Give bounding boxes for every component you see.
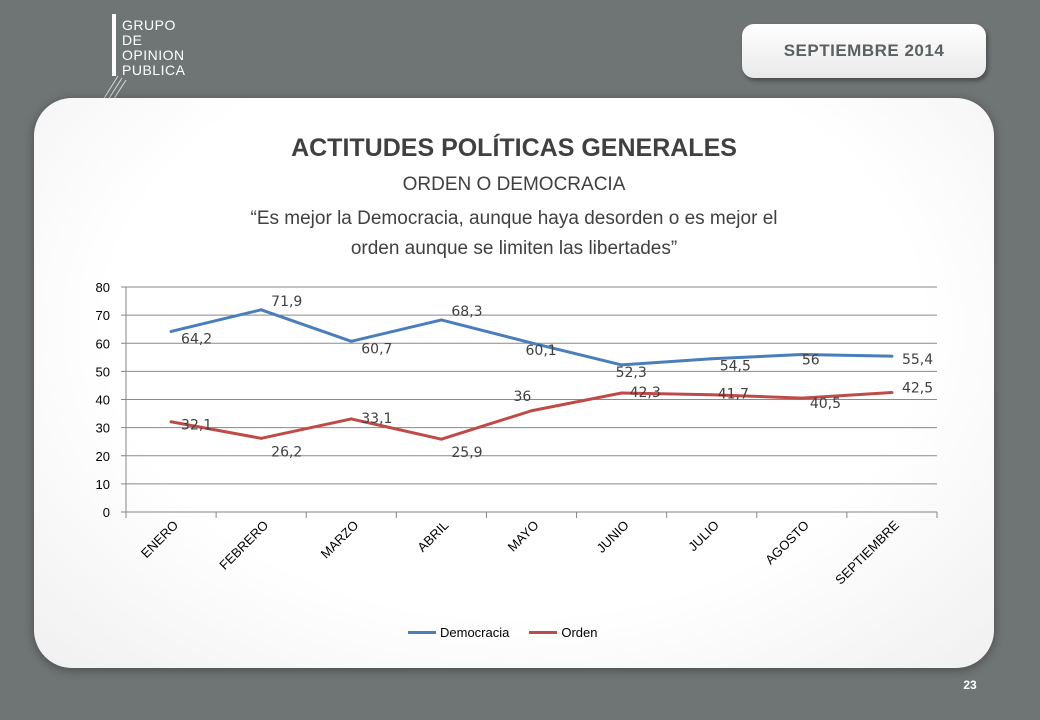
data-point [439, 437, 443, 441]
chart-title: ACTITUDES POLÍTICAS GENERALES [291, 134, 737, 162]
logo-line-1: GRUPO [122, 17, 176, 33]
legend-item-democracia: Democracia [408, 625, 509, 640]
data-label: 26,2 [271, 444, 302, 460]
data-label: 40,5 [810, 396, 841, 412]
legend-swatch-orden [529, 630, 558, 634]
data-point [530, 341, 533, 345]
logo-line-2: DE [122, 32, 143, 48]
x-tick-label: ABRIL [414, 518, 451, 555]
legend-swatch-democracia [408, 630, 436, 634]
data-point [620, 391, 624, 395]
question-line-2: orden aunque se limiten las libertades” [350, 238, 678, 259]
legend-label-orden: Orden [561, 624, 598, 640]
data-label: 64,2 [181, 331, 212, 347]
data-label: 25,9 [451, 445, 482, 461]
data-point [349, 417, 353, 421]
data-label: 54,5 [720, 359, 751, 375]
x-tick-label: JUNIO [594, 518, 632, 556]
y-tick-label: 70 [96, 308, 110, 323]
x-tick-label: ENERO [138, 518, 181, 561]
logo: GRUPO DE OPINION PUBLICA [96, 14, 206, 109]
data-point [800, 396, 804, 400]
data-label: 60,1 [526, 343, 557, 359]
logo-text: GRUPO DE OPINION PUBLICA [122, 18, 185, 78]
data-label: 71,9 [271, 294, 302, 310]
x-tick-label: SEPTIEMBRE [832, 517, 902, 587]
data-point [169, 420, 173, 424]
data-point [890, 390, 894, 394]
survey-question: “Es mejor la Democracia, aunque haya des… [150, 204, 878, 264]
logo-line-4: PUBLICA [122, 62, 186, 78]
data-label: 60,7 [361, 341, 392, 357]
data-point [710, 393, 714, 397]
legend-label-democracia: Democracia [440, 624, 510, 640]
x-tick-label: MAYO [505, 518, 542, 555]
data-point [800, 353, 804, 356]
y-tick-label: 40 [96, 393, 110, 408]
chart-subtitle: ORDEN O DEMOCRACIA [402, 174, 626, 195]
x-tick-label: JULIO [685, 518, 722, 555]
question-line-1: “Es mejor la Democracia, aunque haya des… [250, 208, 778, 229]
logo-bar [112, 14, 116, 76]
date-badge: SEPTIEMBRE 2014 [742, 24, 986, 78]
data-label: 41,7 [718, 387, 749, 403]
data-point [259, 436, 263, 440]
y-tick-label: 10 [96, 477, 110, 492]
data-label: 32,1 [181, 418, 212, 434]
data-label: 55,4 [902, 352, 933, 368]
data-label: 36 [514, 389, 532, 405]
y-tick-label: 50 [96, 364, 110, 379]
data-point [530, 409, 533, 413]
data-point [439, 318, 443, 322]
data-point [349, 339, 353, 343]
data-point [890, 354, 894, 358]
y-tick-label: 0 [103, 505, 110, 520]
data-label: 52,3 [616, 365, 647, 381]
y-tick-label: 60 [96, 336, 110, 351]
x-tick-label: FEBRERO [216, 518, 271, 573]
data-point [710, 357, 714, 361]
data-label: 42,3 [630, 385, 661, 401]
data-label: 56 [802, 353, 820, 369]
logo-line-3: OPINION [122, 47, 185, 63]
data-label: 68,3 [451, 304, 482, 320]
data-point [259, 308, 263, 312]
y-tick-label: 20 [96, 449, 110, 464]
y-tick-label: 30 [96, 421, 110, 436]
page-number: 23 [963, 678, 977, 692]
chart-legend: Democracia Orden [408, 622, 598, 642]
x-tick-label: MARZO [318, 518, 362, 562]
legend-item-orden: Orden [529, 624, 598, 640]
chart-card [34, 98, 994, 668]
data-point [169, 329, 173, 333]
x-tick-label: AGOSTO [762, 518, 812, 568]
data-label: 33,1 [361, 411, 392, 427]
y-tick-label: 80 [96, 280, 110, 295]
data-label: 42,5 [902, 380, 933, 396]
data-point [620, 363, 624, 367]
